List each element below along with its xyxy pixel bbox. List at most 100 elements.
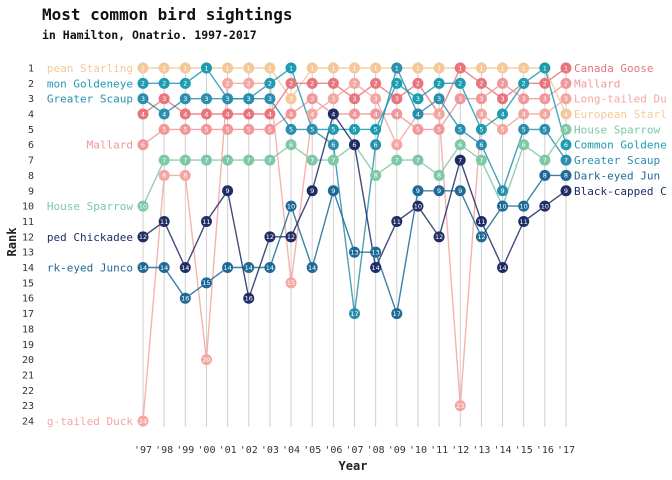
- data-point-label: 17: [350, 310, 358, 318]
- chart-title: Most common bird sightings: [42, 5, 292, 24]
- data-point-label: 3: [310, 95, 314, 103]
- data-point-label: 2: [543, 80, 547, 88]
- data-point: [200, 93, 212, 105]
- data-point-label: 9: [564, 187, 568, 195]
- data-point: [349, 62, 360, 74]
- x-tick-label: '14: [494, 445, 512, 456]
- data-point-label: 12: [266, 233, 274, 241]
- data-point: [179, 292, 191, 304]
- data-point: [349, 139, 360, 151]
- data-point-label: 2: [458, 80, 462, 88]
- data-point-label: 8: [162, 172, 166, 180]
- data-point-label: 4: [500, 110, 504, 118]
- right-series-label: Dark-eyed Jun: [574, 169, 660, 182]
- data-point-label: 7: [416, 156, 420, 164]
- data-point-label: 3: [458, 95, 462, 103]
- x-axis-title: Year: [339, 459, 368, 473]
- data-point-label: 4: [331, 110, 335, 118]
- x-tick-label: '09: [388, 445, 406, 456]
- data-point: [433, 185, 445, 197]
- data-point-label: 7: [458, 156, 462, 164]
- data-point-label: 2: [500, 80, 504, 88]
- data-point: [454, 139, 466, 151]
- data-point: [306, 62, 318, 74]
- data-point-label: 9: [458, 187, 462, 195]
- data-point-label: 2: [416, 80, 420, 88]
- data-point-label: 2: [564, 80, 568, 88]
- data-point: [475, 231, 487, 243]
- data-point-label: 3: [247, 95, 251, 103]
- chart-subtitle: in Hamilton, Onatrio. 1997-2017: [42, 28, 257, 42]
- y-tick-label: 14: [22, 263, 34, 274]
- data-point-label: 4: [162, 110, 166, 118]
- data-point: [222, 185, 234, 197]
- data-point: [200, 354, 212, 366]
- data-point: [475, 108, 487, 120]
- data-point-label: 10: [520, 202, 528, 210]
- data-point-label: 4: [183, 110, 187, 118]
- data-point: [560, 139, 572, 151]
- data-point: [433, 231, 445, 243]
- data-point: [222, 93, 234, 105]
- y-tick-label: 4: [28, 110, 34, 121]
- y-tick-label: 1: [28, 64, 34, 75]
- data-point: [560, 169, 572, 181]
- data-point-label: 7: [204, 156, 208, 164]
- data-point-label: 1: [458, 64, 462, 72]
- left-series-label: rk-eyed Junco: [47, 262, 133, 275]
- data-point: [264, 93, 276, 105]
- data-point: [475, 62, 487, 74]
- data-point-label: 14: [498, 264, 506, 272]
- data-point-label: 2: [247, 80, 251, 88]
- data-point: [391, 154, 403, 166]
- data-point-label: 2: [310, 80, 314, 88]
- data-point-label: 4: [437, 110, 441, 118]
- x-tick-label: '17: [557, 445, 575, 456]
- data-point-label: 14: [139, 264, 147, 272]
- data-point: [475, 93, 487, 105]
- data-point-label: 7: [395, 156, 399, 164]
- data-point: [370, 108, 382, 120]
- data-point: [349, 308, 360, 320]
- data-point-label: 8: [183, 172, 187, 180]
- data-point-label: 7: [183, 156, 187, 164]
- x-axis-ticks: '97'98'99'00'01'02'03'04'05'06'07'08'09 '…: [134, 445, 575, 456]
- data-point: [518, 108, 530, 120]
- data-point-label: 11: [520, 218, 528, 226]
- left-series-label: Greater Scaup: [47, 93, 133, 106]
- data-point-label: 3: [352, 95, 356, 103]
- data-point-label: 6: [352, 141, 356, 149]
- right-series-label: House Sparrow: [574, 123, 660, 136]
- data-point-label: 9: [310, 187, 314, 195]
- data-point-label: 1: [310, 64, 314, 72]
- data-point-label: 5: [310, 126, 314, 134]
- data-point-label: 15: [202, 279, 210, 287]
- data-point-label: 2: [268, 80, 272, 88]
- data-point-label: 1: [416, 64, 420, 72]
- left-series-label: pean Starling: [47, 62, 133, 75]
- data-point-label: 12: [435, 233, 443, 241]
- data-point-label: 1: [374, 64, 378, 72]
- data-point-label: 2: [183, 80, 187, 88]
- left-series-label: Mallard: [87, 139, 133, 152]
- data-point: [454, 62, 466, 74]
- data-point-label: 3: [331, 95, 335, 103]
- data-point-label: 7: [331, 156, 335, 164]
- data-point-label: 1: [395, 64, 399, 72]
- data-point-label: 5: [479, 126, 483, 134]
- y-tick-label: 18: [22, 324, 34, 335]
- data-point-label: 6: [522, 141, 526, 149]
- data-point-label: 5: [500, 126, 504, 134]
- right-series-label: Common Goldene: [574, 139, 667, 152]
- data-point: [475, 215, 487, 227]
- data-point-label: 3: [437, 95, 441, 103]
- data-point: [200, 62, 212, 74]
- data-point-label: 5: [522, 126, 526, 134]
- x-tick-label: '97: [134, 445, 152, 456]
- data-point-label: 6: [141, 141, 145, 149]
- data-point: [158, 62, 170, 74]
- data-point-label: 14: [181, 264, 189, 272]
- data-point: [158, 77, 170, 89]
- data-point-label: 1: [522, 64, 526, 72]
- data-point-label: 11: [202, 218, 210, 226]
